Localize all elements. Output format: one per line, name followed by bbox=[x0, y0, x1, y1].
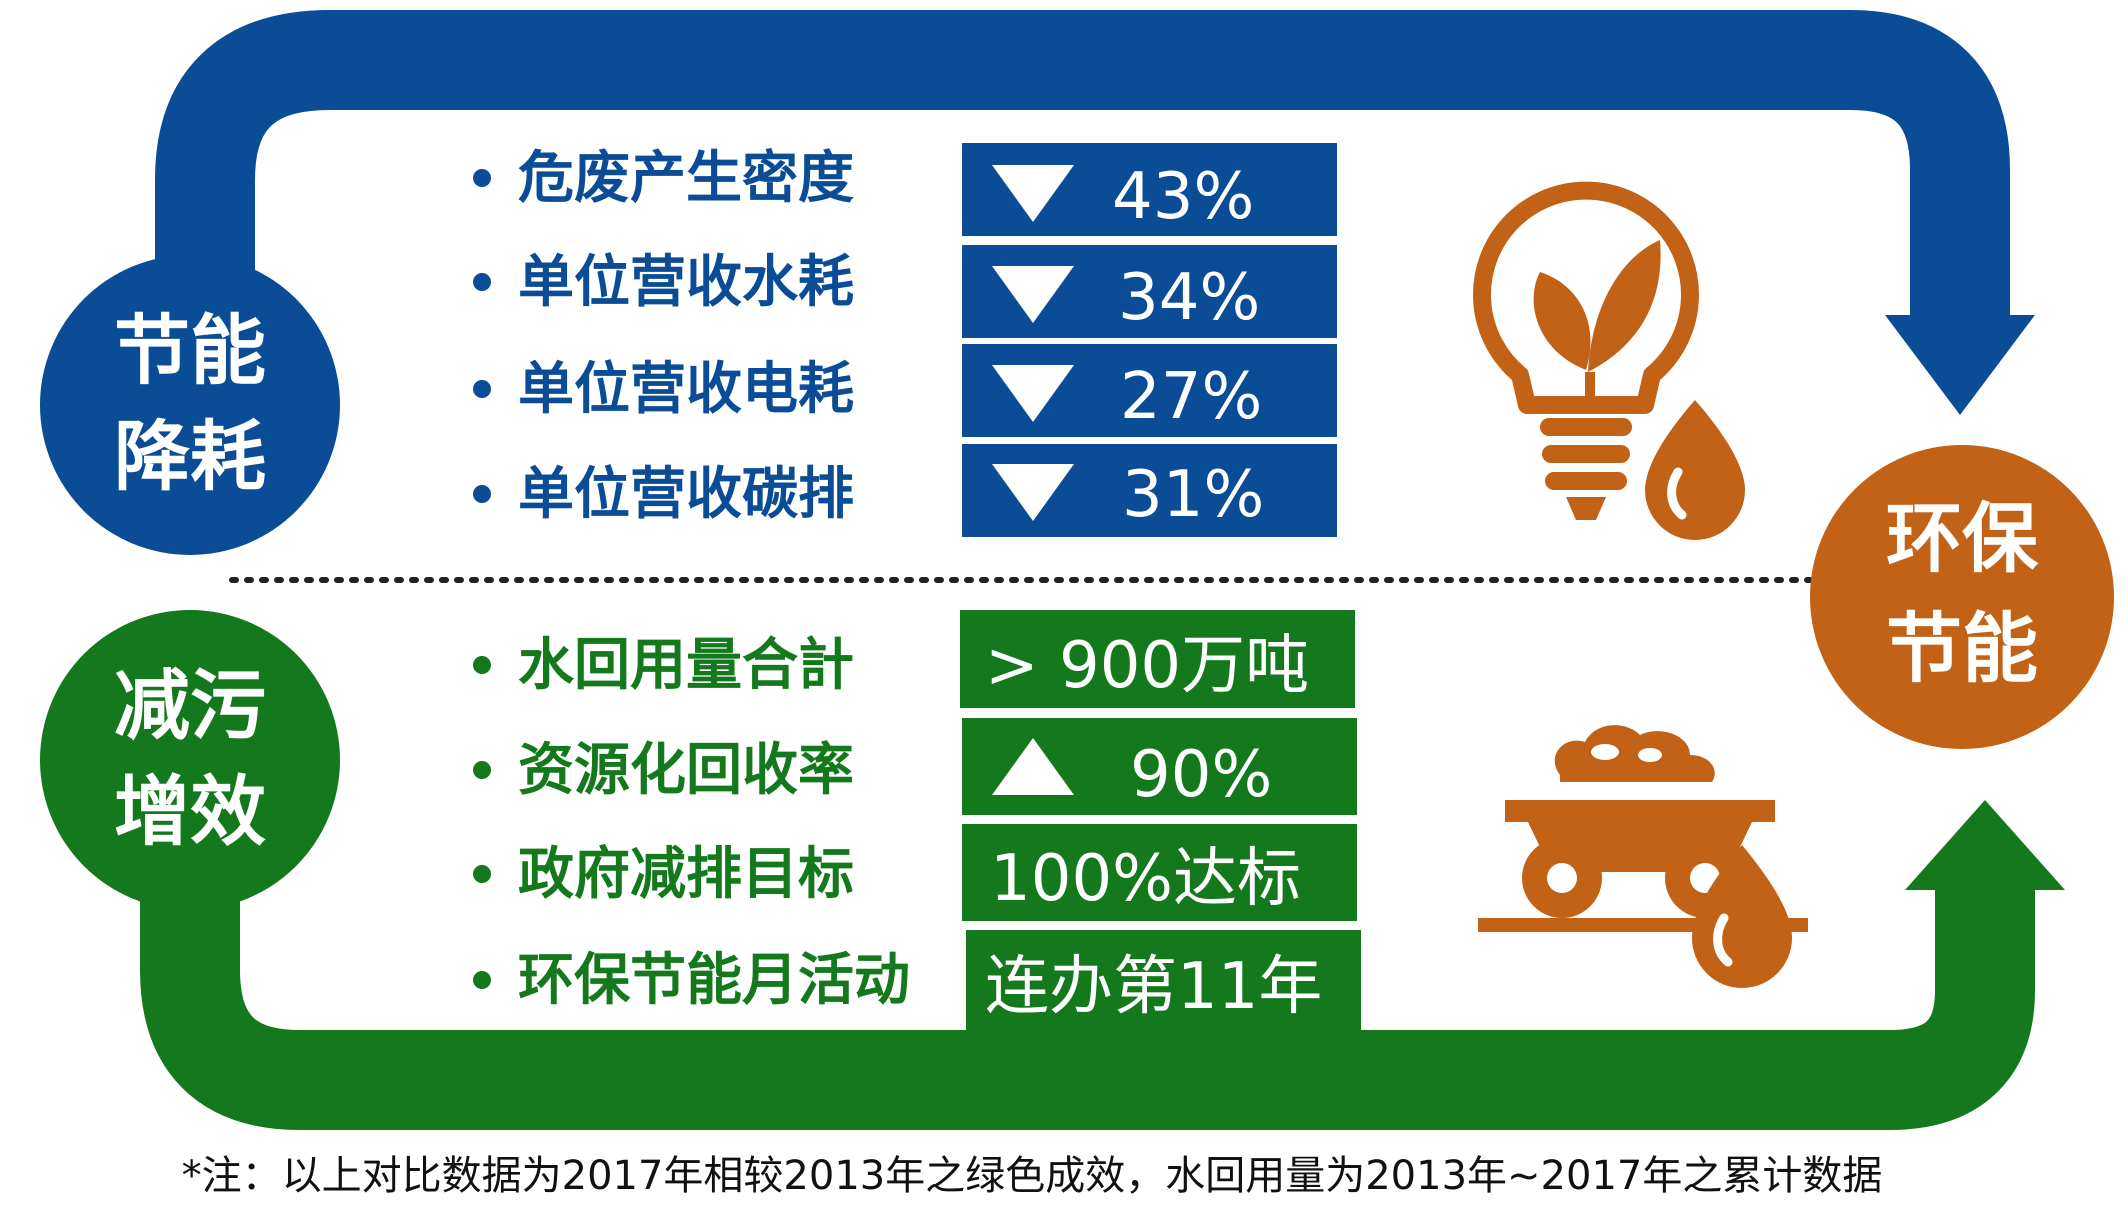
pollution-reduction-line2: 增效 bbox=[114, 767, 266, 856]
energy-metric-row: 单位营收碳排 31% bbox=[473, 444, 1337, 537]
green-cycle-arrow bbox=[140, 800, 2065, 1130]
metric-value: > 900万吨 bbox=[985, 629, 1309, 703]
pollution-metric-row: 水回用量合計 > 900万吨 bbox=[473, 610, 1355, 708]
metric-value: 27% bbox=[1120, 360, 1262, 434]
pollution-reduction-line1: 减污 bbox=[114, 661, 266, 750]
metric-label: 单位营收电耗 bbox=[518, 357, 854, 422]
metric-value: 90% bbox=[1130, 738, 1272, 812]
metric-value: 100%达标 bbox=[990, 842, 1301, 916]
up-triangle-icon bbox=[992, 738, 1074, 795]
pollution-metric-row: 资源化回收率 90% bbox=[473, 718, 1357, 815]
pollution-metric-row: 政府减排目标 100%达标 bbox=[473, 824, 1357, 921]
water-drop-icon bbox=[1692, 845, 1792, 988]
energy-metric-row: 危废产生密度 43% bbox=[473, 143, 1337, 236]
eco-energy-circle: 环保 节能 bbox=[1810, 445, 2114, 749]
metric-label: 环保节能月活动 bbox=[518, 948, 910, 1013]
metric-label: 水回用量合計 bbox=[518, 633, 854, 698]
energy-saving-circle: 节能 降耗 bbox=[40, 255, 340, 555]
energy-saving-line2: 降耗 bbox=[114, 412, 266, 501]
metric-label: 危废产生密度 bbox=[518, 146, 854, 211]
metric-value: 31% bbox=[1122, 458, 1264, 532]
metric-value: 43% bbox=[1112, 160, 1254, 234]
metric-label: 政府减排目标 bbox=[518, 842, 854, 907]
metric-label: 资源化回收率 bbox=[518, 738, 854, 803]
footnote: *注：以上对比数据为2017年相较2013年之绿色成效，水回用量为2013年~2… bbox=[182, 1153, 1883, 1199]
down-triangle-icon bbox=[992, 365, 1074, 422]
metric-label: 单位营收碳排 bbox=[518, 462, 854, 527]
metric-value: 34% bbox=[1118, 261, 1260, 335]
eco-energy-line1: 环保 bbox=[1886, 494, 2039, 583]
lightbulb-leaf-icon bbox=[1473, 181, 1699, 520]
pollution-reduction-circle: 减污 增效 bbox=[40, 610, 340, 910]
eco-energy-line2: 节能 bbox=[1886, 604, 2038, 693]
pollution-metrics-list: 水回用量合計 > 900万吨 资源化回收率 90% 政府减排目标 100%达标 … bbox=[473, 610, 1361, 1030]
water-drop-icon bbox=[1645, 400, 1745, 540]
pollution-metric-row: 环保节能月活动 连办第11年 bbox=[473, 930, 1361, 1030]
energy-metrics-list: 危废产生密度 43% 单位营收水耗 34% 单位营收电耗 27% 单位营收碳排 … bbox=[473, 143, 1337, 537]
energy-metric-row: 单位营收电耗 27% bbox=[473, 344, 1337, 437]
energy-saving-line1: 节能 bbox=[114, 306, 266, 395]
metric-label: 单位营收水耗 bbox=[518, 250, 854, 315]
metric-value: 连办第11年 bbox=[985, 950, 1322, 1024]
down-triangle-icon bbox=[992, 464, 1074, 521]
blue-cycle-arrow bbox=[155, 10, 2035, 415]
down-triangle-icon bbox=[992, 165, 1074, 222]
energy-metric-row: 单位营收水耗 34% bbox=[473, 245, 1337, 338]
down-triangle-icon bbox=[992, 266, 1074, 323]
